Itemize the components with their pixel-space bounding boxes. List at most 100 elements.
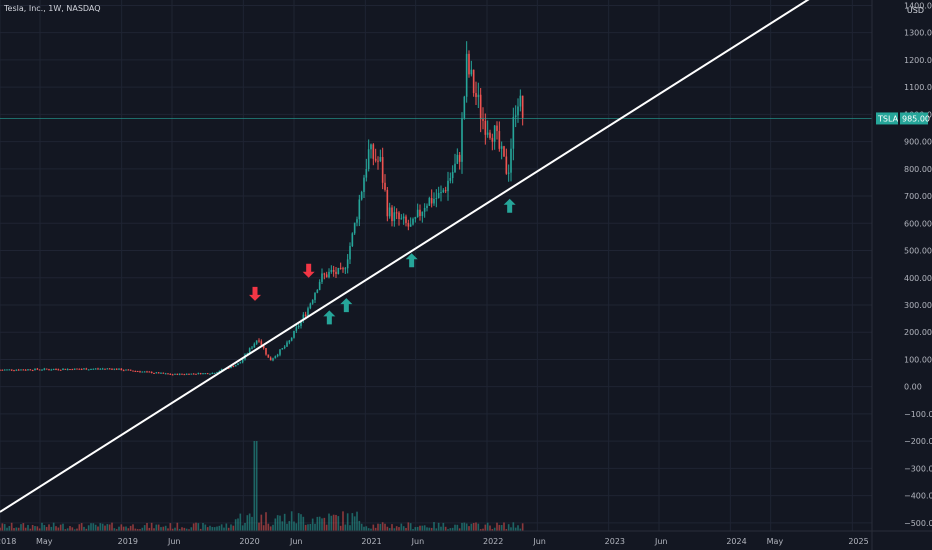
- volume-bar: [251, 516, 253, 531]
- candle-body: [66, 369, 69, 371]
- x-tick-label: 2023: [605, 537, 625, 546]
- candle-body: [398, 212, 400, 219]
- volume-bar: [216, 526, 218, 531]
- candle-body: [171, 374, 174, 376]
- volume-bar: [185, 528, 188, 531]
- volume-bar: [286, 523, 288, 531]
- candle-body: [211, 373, 214, 375]
- volume-bar: [463, 522, 466, 531]
- y-tick-label: 400.00: [904, 274, 932, 283]
- volume-bar: [239, 513, 242, 531]
- volume-bar: [106, 524, 109, 531]
- candle-body: [276, 354, 279, 357]
- volume-bar: [391, 524, 393, 531]
- x-tick-label: 2020: [239, 537, 259, 546]
- volume-bar: [316, 516, 319, 531]
- candle-body: [192, 373, 195, 375]
- candle-body: [127, 369, 130, 371]
- candle-body: [328, 271, 330, 278]
- volume-bar: [1, 523, 4, 531]
- candle-body: [108, 368, 111, 370]
- candle-body: [258, 340, 260, 342]
- candle-body: [188, 373, 190, 375]
- candle-body: [267, 354, 270, 358]
- annotation-arrows[interactable]: [249, 198, 516, 325]
- candle-body: [132, 370, 134, 372]
- volume-bar: [447, 529, 449, 531]
- volume-bar: [195, 522, 197, 531]
- candle-body: [458, 154, 461, 162]
- volume-bar: [281, 521, 284, 531]
- volume-bar: [190, 527, 193, 531]
- candle-body: [183, 374, 186, 376]
- volume-bar: [342, 511, 344, 531]
- candle-body: [314, 292, 316, 300]
- trend-line[interactable]: [0, 0, 842, 513]
- volume-bar: [80, 523, 83, 531]
- price-axis[interactable]: 1400.001300.001200.001100.001000.00900.0…: [872, 0, 932, 550]
- volume-bar: [59, 524, 62, 531]
- candle-body: [332, 270, 335, 272]
- y-tick-label: 1400.00: [904, 1, 932, 10]
- candle-body: [454, 163, 456, 173]
- volume-bar: [318, 516, 321, 531]
- volume-bar: [295, 523, 298, 531]
- volume-bar: [169, 523, 172, 531]
- candle-body: [38, 369, 41, 371]
- candle-body: [384, 182, 386, 190]
- volume-bar: [262, 525, 265, 531]
- volume-bar: [125, 526, 127, 531]
- candle-body: [365, 168, 368, 178]
- candle-body: [435, 198, 438, 200]
- candle-body: [125, 369, 127, 371]
- volume-bar: [500, 525, 503, 531]
- candle-body: [202, 373, 204, 375]
- volume-bar: [421, 525, 424, 531]
- candle-body: [218, 370, 221, 373]
- volume-bar: [227, 527, 230, 531]
- candle-body: [157, 372, 160, 374]
- volume-bar: [66, 528, 69, 531]
- volume-bar: [503, 522, 505, 531]
- volume-bar: [451, 527, 454, 531]
- volume-bar: [519, 528, 522, 531]
- candle-body: [55, 369, 57, 371]
- volume-bar: [3, 524, 6, 531]
- volume-bar: [370, 528, 372, 531]
- candle-body: [472, 69, 475, 94]
- price-tag-symbol: TSLA: [877, 114, 899, 123]
- candle-body: [307, 308, 309, 317]
- x-tick-label: 2019: [118, 537, 138, 546]
- volume-bar: [365, 526, 368, 531]
- candle-body: [351, 233, 354, 247]
- candle-body: [456, 154, 459, 164]
- candle-body: [29, 369, 32, 371]
- volume-bar: [29, 528, 32, 531]
- candle-body: [41, 369, 43, 371]
- candle-body: [3, 369, 6, 371]
- candle-body: [255, 340, 258, 344]
- candle-body: [260, 341, 263, 345]
- candle-body: [493, 125, 496, 142]
- volume-bar: [521, 523, 524, 531]
- volume-bar: [346, 513, 349, 531]
- price-tag-value: 985.00: [902, 114, 930, 123]
- candle-body: [80, 369, 83, 371]
- candle-body: [129, 369, 132, 371]
- candle-body: [57, 369, 60, 371]
- candle-body: [442, 190, 445, 193]
- volume-bar: [57, 527, 60, 531]
- volume-bar: [356, 511, 358, 531]
- volume-bar: [395, 526, 398, 531]
- candle-body: [87, 369, 90, 371]
- volume-bar: [468, 526, 470, 531]
- volume-bar: [335, 514, 337, 531]
- volume-bar: [510, 527, 512, 531]
- candle-body: [353, 222, 356, 234]
- volume-bar: [8, 526, 11, 531]
- candle-body: [106, 368, 109, 370]
- volume-bar: [202, 522, 204, 531]
- candle-body: [34, 368, 36, 371]
